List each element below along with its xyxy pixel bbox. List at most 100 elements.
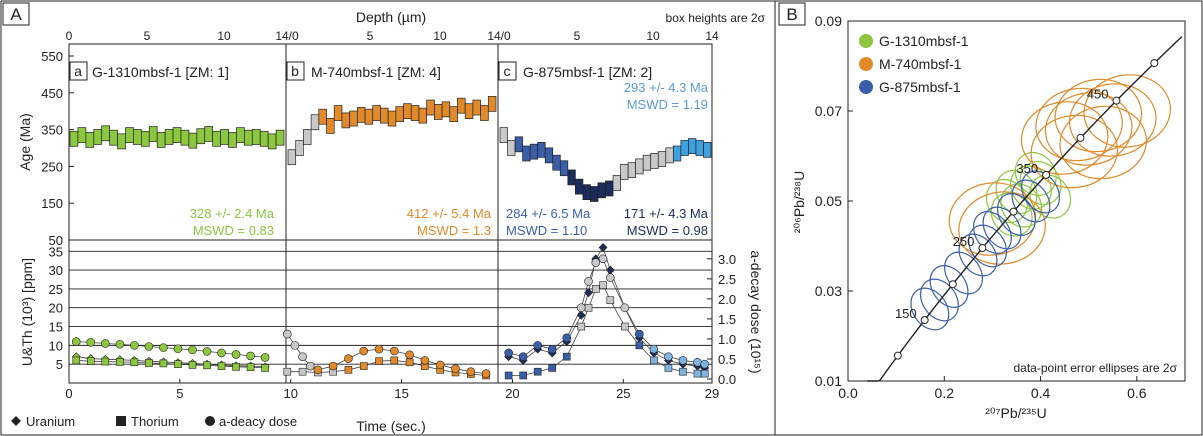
age-tick-label: 550: [41, 49, 63, 64]
dose-point: [231, 350, 241, 359]
depth-tick: 10: [433, 29, 447, 43]
dose-point: [374, 344, 384, 354]
mswd-result: MSWD = 0.83: [193, 223, 274, 238]
concordia-age-marker: [1042, 170, 1051, 179]
age-box: [434, 104, 443, 120]
dose-point: [518, 352, 528, 361]
age-box: [140, 130, 150, 147]
age-box: [672, 145, 682, 162]
dose-point: [144, 342, 154, 351]
dose-point: [562, 333, 572, 343]
concordia-y-tick-label: 0.07: [815, 103, 842, 119]
age-box: [487, 95, 497, 112]
age-box: [69, 130, 79, 147]
age-box: [93, 129, 103, 145]
error-ellipse: [1020, 101, 1109, 175]
age-result: 284 +/- 6.5 Ma: [506, 206, 591, 221]
mswd-result: MSWD = 1.10: [506, 223, 587, 238]
age-box: [295, 140, 304, 156]
age-box: [180, 129, 190, 146]
concordia-age-marker: [948, 280, 957, 289]
age-box: [410, 105, 420, 121]
age-box: [522, 145, 531, 162]
concordia-y-tick-label: 0.03: [815, 283, 842, 299]
error-ellipse: [1030, 114, 1119, 189]
thorium-point: [390, 356, 399, 365]
error-ellipse: [982, 206, 1022, 250]
dose-tick-label: 2.5: [718, 272, 736, 287]
dose-point: [635, 329, 644, 339]
depth-tick: 14: [705, 29, 719, 43]
depth-tick: 5: [367, 29, 374, 43]
thorium-point: [145, 359, 153, 367]
conc-tick-label: 25: [49, 282, 63, 297]
time-x-label: Time (sec.): [356, 418, 425, 434]
age-box: [552, 154, 561, 171]
dose-y-label: a-decay dose (10¹⁵): [748, 250, 764, 373]
concordia-age-marker: [920, 316, 929, 325]
age-result: 171 +/- 4.3 Ma: [624, 206, 709, 221]
thorium-point: [700, 369, 709, 378]
age-tick-label: 350: [41, 123, 63, 138]
concordia-age-marker: [978, 244, 987, 253]
depth-axis-label: Depth (µm): [356, 9, 426, 25]
legend-b-label: G-875mbsf-1: [879, 79, 961, 95]
thorium-point: [635, 341, 644, 350]
error-ellipse: [1068, 83, 1157, 157]
concordia-age-marker: [1112, 96, 1121, 105]
concordia-x-tick-label: 0.4: [1031, 385, 1051, 401]
age-box: [642, 154, 652, 171]
age-box: [449, 106, 458, 122]
depth-ticks: 0 5 10 14/0 5 10 14/0 5 10 14: [66, 29, 719, 43]
age-box: [559, 160, 569, 177]
thorium-point: [159, 359, 168, 368]
sample-header-a: a G-1310mbsf-1 [ZM: 1]: [69, 61, 229, 81]
error-ellipse: [1083, 74, 1172, 148]
thorium-point: [359, 362, 368, 370]
error-ellipse: [1000, 183, 1043, 228]
age-box: [188, 132, 198, 149]
concordia-y-tick-label: 0.05: [815, 193, 842, 209]
age-box: [499, 127, 508, 143]
dose-tick-label: 0.5: [718, 352, 736, 367]
age-box: [372, 105, 381, 121]
age-box: [85, 132, 95, 148]
mswd-result: MSWD = 1.3: [417, 223, 491, 238]
thorium-point: [246, 363, 255, 371]
thorium-point: [693, 369, 702, 378]
concordia-age-marker: [1009, 207, 1018, 216]
thorium-point: [577, 322, 586, 331]
age-box: [356, 107, 366, 123]
age-box: [326, 118, 335, 134]
dose-point: [71, 337, 81, 346]
error-ellipse: [944, 251, 984, 295]
dose-point: [313, 365, 323, 375]
age-box: [688, 138, 697, 155]
thorium-point: [548, 364, 557, 372]
dose-point: [649, 344, 659, 354]
dose-point: [533, 341, 542, 350]
dose-point: [620, 303, 630, 313]
concordia-age-label: 150: [895, 306, 917, 321]
thorium-point: [533, 367, 542, 376]
age-box: [125, 127, 134, 143]
concordia-x-tick-label: 0.6: [1127, 385, 1147, 401]
age-box: [597, 182, 606, 199]
age-box: [480, 105, 489, 121]
error-ellipse: [972, 211, 1012, 254]
error-ellipse: [919, 278, 959, 322]
conc-plot-frame: [68, 239, 713, 384]
age-y-label: Age (Ma): [17, 113, 33, 171]
error-ellipses: [910, 74, 1172, 331]
conc-tick-label: 5: [56, 357, 63, 372]
age-tick-label: 50: [49, 233, 63, 248]
sample-letter: b: [291, 63, 299, 79]
age-box: [196, 128, 206, 145]
thorium-point: [217, 362, 226, 370]
age-box: [333, 105, 343, 121]
dose-point: [606, 273, 615, 282]
age-box: [244, 129, 253, 146]
dose-point: [584, 277, 593, 286]
dose-point: [305, 361, 315, 371]
